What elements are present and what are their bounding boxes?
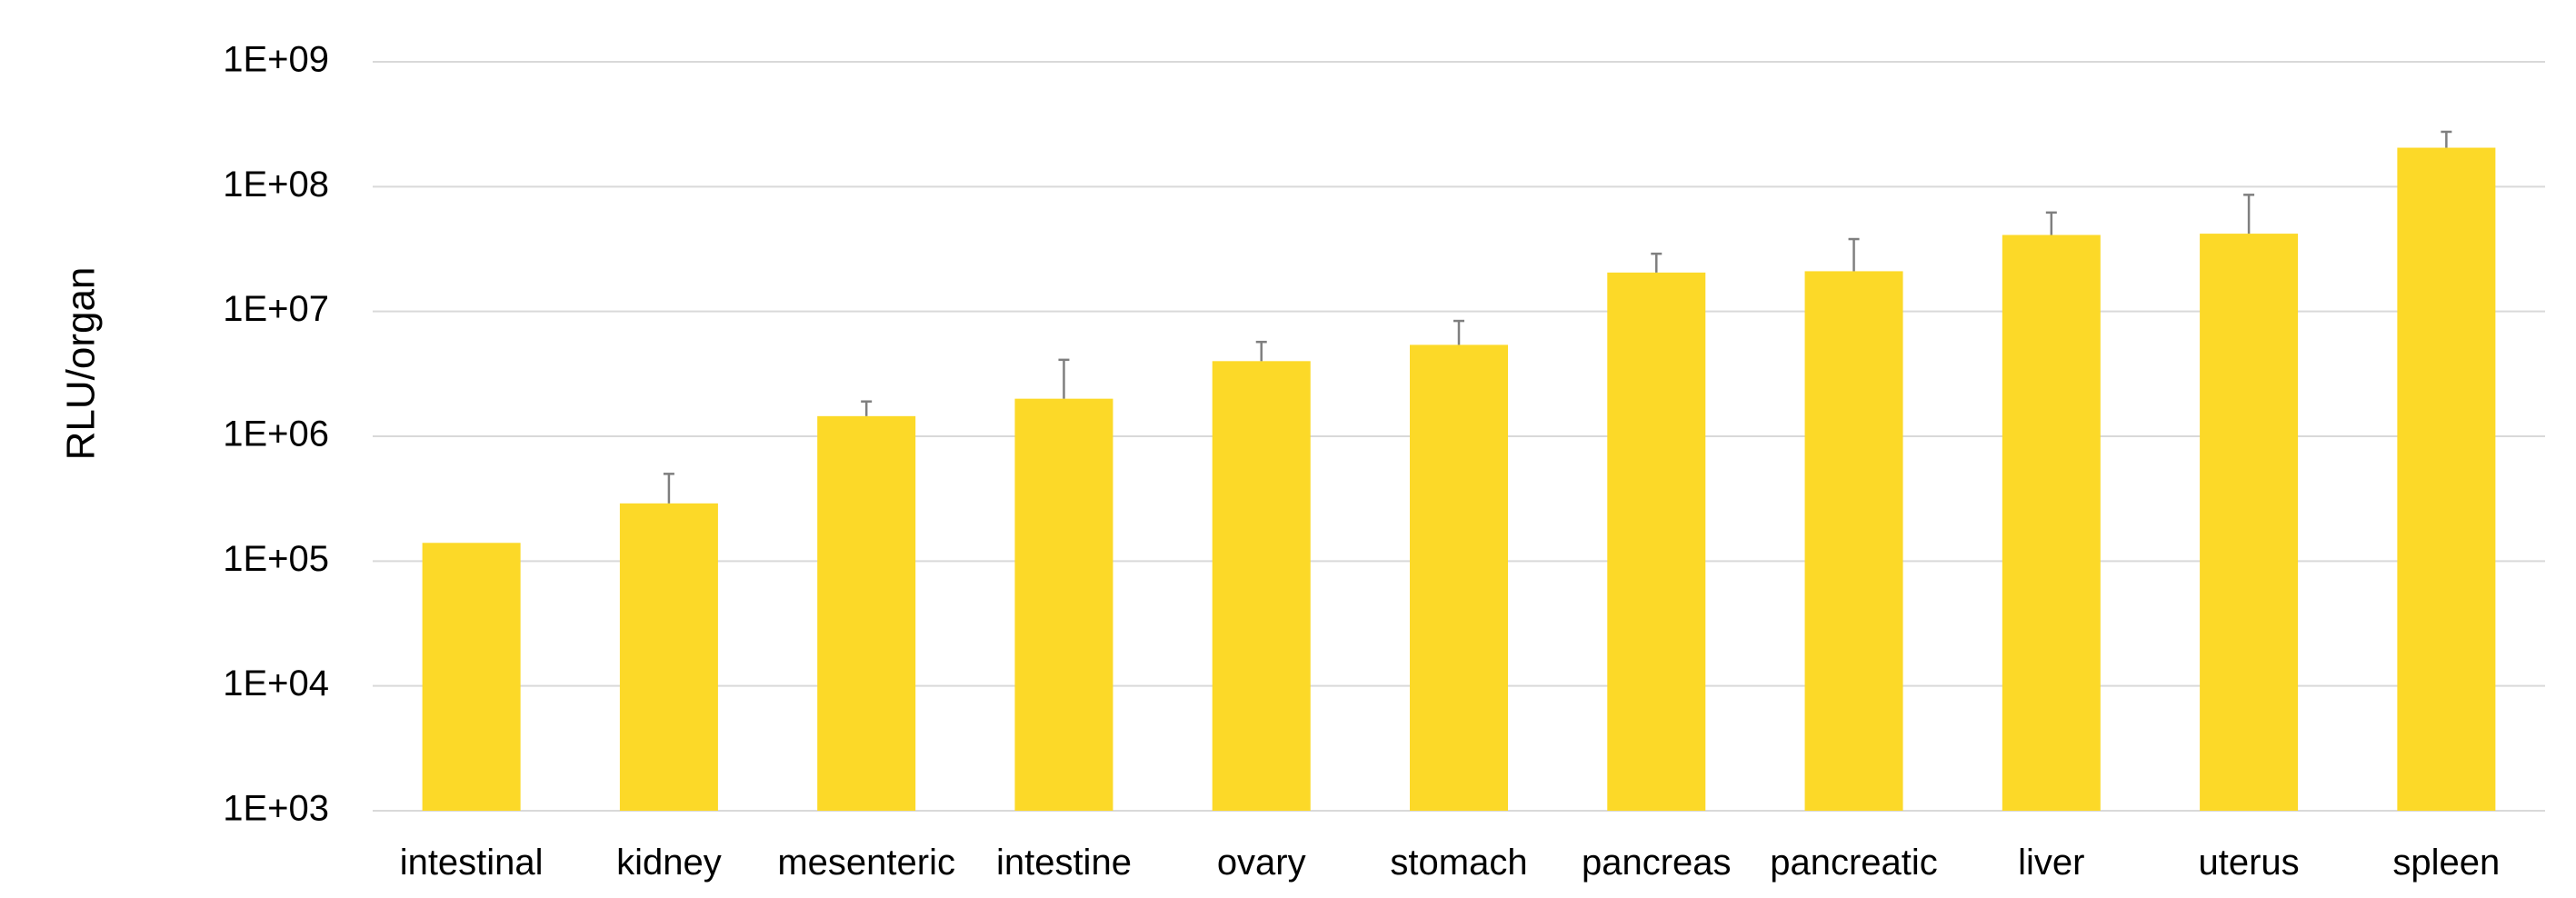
x-category-label: pancreatic xyxy=(1770,843,1938,883)
y-tick-label: 1E+08 xyxy=(223,165,329,205)
bar xyxy=(619,503,718,811)
bar xyxy=(1410,344,1508,811)
error-bar xyxy=(663,473,674,504)
x-category-label: spleen xyxy=(2392,843,2500,883)
error-bar xyxy=(1058,358,1070,399)
y-tick-label: 1E+03 xyxy=(223,789,329,829)
bar xyxy=(2397,147,2496,811)
y-axis-title: RLU/organ xyxy=(59,267,104,461)
bar xyxy=(1014,398,1113,811)
y-tick-label: 1E+06 xyxy=(223,414,329,454)
y-axis-tick-labels: 1E+03 1E+04 1E+05 1E+06 1E+07 1E+08 1E+09 xyxy=(223,40,329,829)
bar xyxy=(1212,361,1311,811)
bars xyxy=(422,147,2496,812)
error-bar xyxy=(861,400,873,416)
bar xyxy=(1804,271,1903,811)
x-category-label: uterus xyxy=(2199,843,2300,883)
error-bar xyxy=(1255,340,1267,362)
bar xyxy=(1607,272,1706,811)
error-bar xyxy=(2045,211,2057,235)
y-tick-label: 1E+07 xyxy=(223,289,329,329)
y-tick-label: 1E+05 xyxy=(223,539,329,579)
x-category-label: intestine xyxy=(996,843,1132,883)
error-bar xyxy=(1453,319,1464,345)
x-category-label: liver xyxy=(2018,843,2084,883)
x-axis-category-labels: intestinal kidney mesenteric intestine ovary… xyxy=(400,843,2501,883)
error-bar xyxy=(1651,252,1662,273)
bar xyxy=(817,415,916,811)
bar xyxy=(2200,234,2299,812)
error-bar xyxy=(1848,237,1860,272)
y-tick-label: 1E+04 xyxy=(223,664,329,703)
x-category-label: ovary xyxy=(1217,843,1306,883)
x-category-label: mesenteric xyxy=(777,843,955,883)
x-category-label: stomach xyxy=(1390,843,1527,883)
x-category-label: kidney xyxy=(616,843,722,883)
error-bar xyxy=(2441,130,2452,148)
error-bar xyxy=(2243,194,2255,234)
x-category-label: intestinal xyxy=(400,843,544,883)
error-bars xyxy=(663,130,2452,504)
bar xyxy=(2002,234,2101,812)
y-tick-label: 1E+09 xyxy=(223,40,329,80)
bar xyxy=(422,543,521,811)
x-category-label: pancreas xyxy=(1582,843,1732,883)
